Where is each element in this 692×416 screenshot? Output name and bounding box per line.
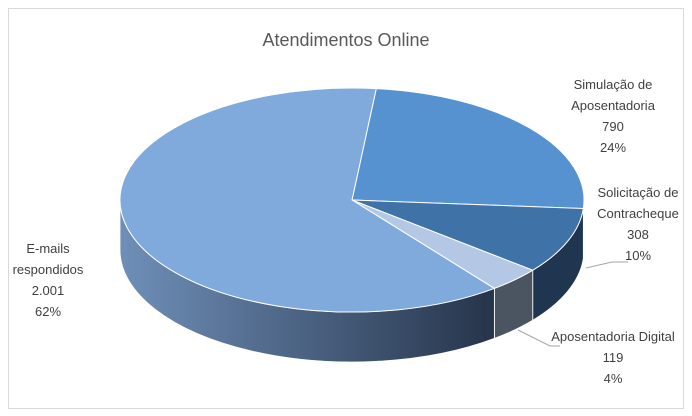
leader-lines bbox=[517, 261, 628, 347]
label-name: Aposentadoria Digital bbox=[551, 329, 675, 344]
pie-slice bbox=[351, 88, 585, 210]
pie bbox=[119, 87, 585, 363]
data-label: Simulação de Aposentadoria 790 24% bbox=[548, 74, 678, 158]
label-name: Simulação de Aposentadoria bbox=[571, 77, 655, 113]
label-name: Solicitação de Contracheque bbox=[597, 185, 679, 221]
leader-line bbox=[585, 261, 628, 269]
label-percent: 24% bbox=[599, 140, 627, 155]
pie-slice bbox=[351, 199, 584, 271]
data-label: E-mails respondidos 2.001 62% bbox=[10, 238, 86, 322]
leader-line bbox=[517, 329, 560, 347]
pie-slice bbox=[119, 87, 496, 313]
label-value: 790 bbox=[602, 119, 624, 134]
label-value: 119 bbox=[602, 350, 624, 365]
chart-border bbox=[8, 8, 684, 409]
label-percent: 10% bbox=[624, 248, 652, 263]
label-name: E-mails respondidos bbox=[12, 241, 84, 277]
label-value: 308 bbox=[627, 227, 649, 242]
label-percent: 4% bbox=[603, 371, 623, 386]
data-label: Aposentadoria Digital 119 4% bbox=[548, 326, 678, 389]
label-value: 2.001 bbox=[31, 283, 65, 298]
chart-title: Atendimentos Online bbox=[262, 30, 430, 50]
data-label: Solicitação de Contracheque 308 10% bbox=[575, 182, 692, 266]
label-percent: 62% bbox=[34, 304, 62, 319]
